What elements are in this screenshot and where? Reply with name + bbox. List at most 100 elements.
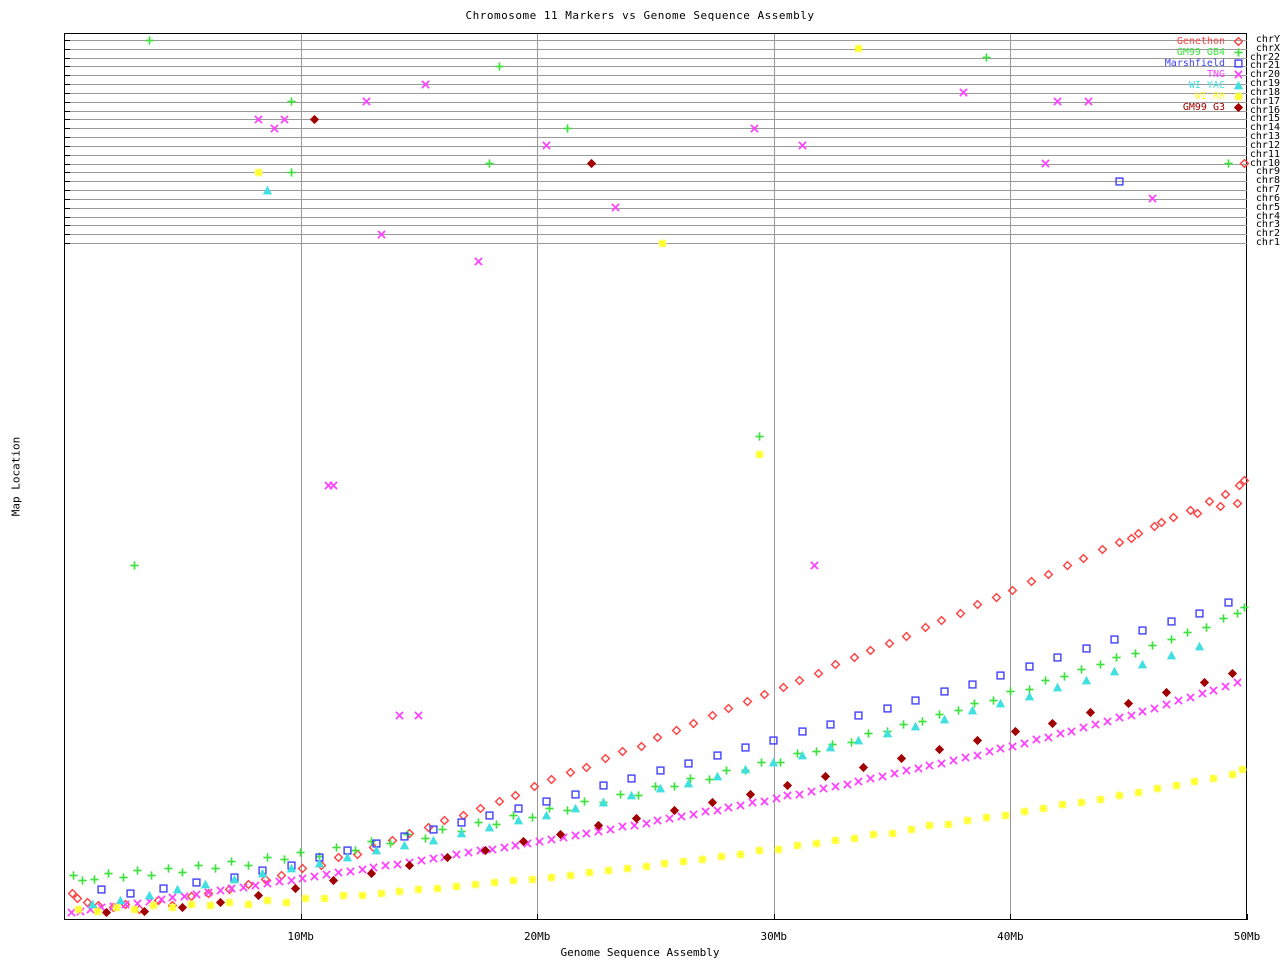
y-tick-label-chr3: chr3 [1255,219,1280,231]
y-tick-label-chrX: chrX [1255,42,1280,54]
y-tick-label-chr4: chr4 [1255,210,1280,222]
y-tick-label-chr10: chr10 [1249,157,1280,169]
y-tick-label-chr17: chr17 [1249,95,1280,107]
legend-label: WI YAC [1188,80,1225,91]
gridline-row [64,216,1247,218]
gridline-row [64,181,1247,183]
gridline-row [64,84,1247,86]
y-tick-mark [64,119,70,121]
gridline-row [64,190,1247,192]
legend-item-tng[interactable]: TNG [1127,69,1247,80]
y-tick-mark [64,145,70,147]
y-tick-label-chr6: chr6 [1255,192,1280,204]
gridline-row [64,163,1247,165]
y-tick-label-chr19: chr19 [1249,78,1280,90]
y-tick-mark [64,225,70,227]
gridline-row [64,57,1247,59]
legend-marker-x [1231,69,1247,80]
y-tick-label-chr16: chr16 [1249,104,1280,116]
gridline-row [64,207,1247,209]
gridline-row [64,75,1247,77]
y-tick-mark [64,66,70,68]
gridline-row [64,66,1247,68]
legend-item-gm99-g3[interactable]: GM99 G3 [1127,102,1247,113]
y-axis-label: Map Location [9,436,23,517]
legend-item-wi-rh[interactable]: WI RH [1127,91,1247,102]
y-tick-label-chr7: chr7 [1255,184,1280,196]
x-tick-label-50Mb: 50Mb [1233,930,1261,943]
y-tick-mark [64,243,70,245]
legend-marker-plus [1231,47,1247,58]
legend-marker-asterisk [1231,91,1247,102]
gridline-row [64,145,1247,147]
legend: Genethon GM99 GB4 Marshfield TNG WI YAC WI RH… [1127,36,1247,113]
y-tick-mark [64,216,70,218]
gridline-row [64,119,1247,121]
y-tick-label-chr14: chr14 [1249,122,1280,134]
y-tick-label-chrY: chrY [1255,34,1280,45]
y-tick-mark [64,128,70,130]
y-tick-mark [64,84,70,86]
gridline-row [64,243,1247,245]
x-tick-mark [1010,914,1011,920]
y-tick-mark [64,75,70,77]
legend-label: WI RH [1194,91,1225,102]
y-tick-mark [64,234,70,236]
x-tick-mark [301,914,302,920]
gridline-row [64,137,1247,139]
y-tick-mark [64,48,70,50]
legend-marker-triangle [1231,80,1247,91]
gridline-column [1010,34,1011,920]
gridline-row [64,40,1247,41]
gridline-row [64,198,1247,200]
y-tick-mark [64,101,70,103]
y-tick-label-chr2: chr2 [1255,228,1280,240]
x-tick-label-40Mb: 40Mb [997,930,1024,943]
chart-title: Chromosome 11 Markers vs Genome Sequence… [465,9,815,22]
gridline-row [64,225,1247,227]
x-tick-label-20Mb: 20Mb [523,930,551,943]
y-tick-label-chr15: chr15 [1249,113,1280,125]
gridline-row [64,110,1247,112]
y-tick-mark [64,190,70,192]
plot-frame [64,33,1247,920]
legend-label: Genethon [1176,36,1225,47]
y-tick-mark [64,57,70,59]
y-tick-mark [64,110,70,112]
legend-item-marshfield[interactable]: Marshfield [1127,58,1247,69]
y-tick-mark [64,92,70,94]
legend-item-wi-yac[interactable]: WI YAC [1127,80,1247,91]
y-tick-label-chr21: chr21 [1249,60,1280,72]
y-tick-label-chr22: chr22 [1249,51,1280,63]
gridline-row [64,172,1247,174]
legend-marker-diamond-filled [1231,102,1247,113]
legend-label: TNG [1206,69,1225,80]
y-tick-label-chr1: chr1 [1255,237,1280,249]
legend-label: GM99 G3 [1182,102,1225,113]
gridline-column [537,34,538,920]
y-tick-mark [64,40,70,41]
x-tick-mark [1247,914,1248,920]
y-tick-mark [64,198,70,200]
x-tick-label-30Mb: 30Mb [760,930,788,943]
y-tick-label-chr20: chr20 [1249,69,1280,81]
gridline-row [64,128,1247,130]
gridline-row [64,48,1247,50]
y-tick-label-chr5: chr5 [1255,201,1280,213]
gridline-row [64,101,1247,103]
gridline-column [301,34,302,920]
x-axis-label: Genome Sequence Assembly [560,946,720,959]
x-tick-label-10Mb: 10Mb [287,930,314,943]
legend-label: Marshfield [1164,58,1225,69]
y-tick-label-chr11: chr11 [1249,148,1280,160]
legend-item-genethon[interactable]: Genethon [1127,36,1247,47]
legend-item-gm99-gb4[interactable]: GM99 GB4 [1127,47,1247,58]
y-tick-label-chr9: chr9 [1255,166,1280,178]
gridline-row [64,154,1247,156]
y-tick-mark [64,137,70,139]
gridline-column [774,34,775,920]
legend-label: GM99 GB4 [1176,47,1225,58]
gridline-row [64,234,1247,236]
y-tick-label-chr18: chr18 [1249,86,1280,98]
